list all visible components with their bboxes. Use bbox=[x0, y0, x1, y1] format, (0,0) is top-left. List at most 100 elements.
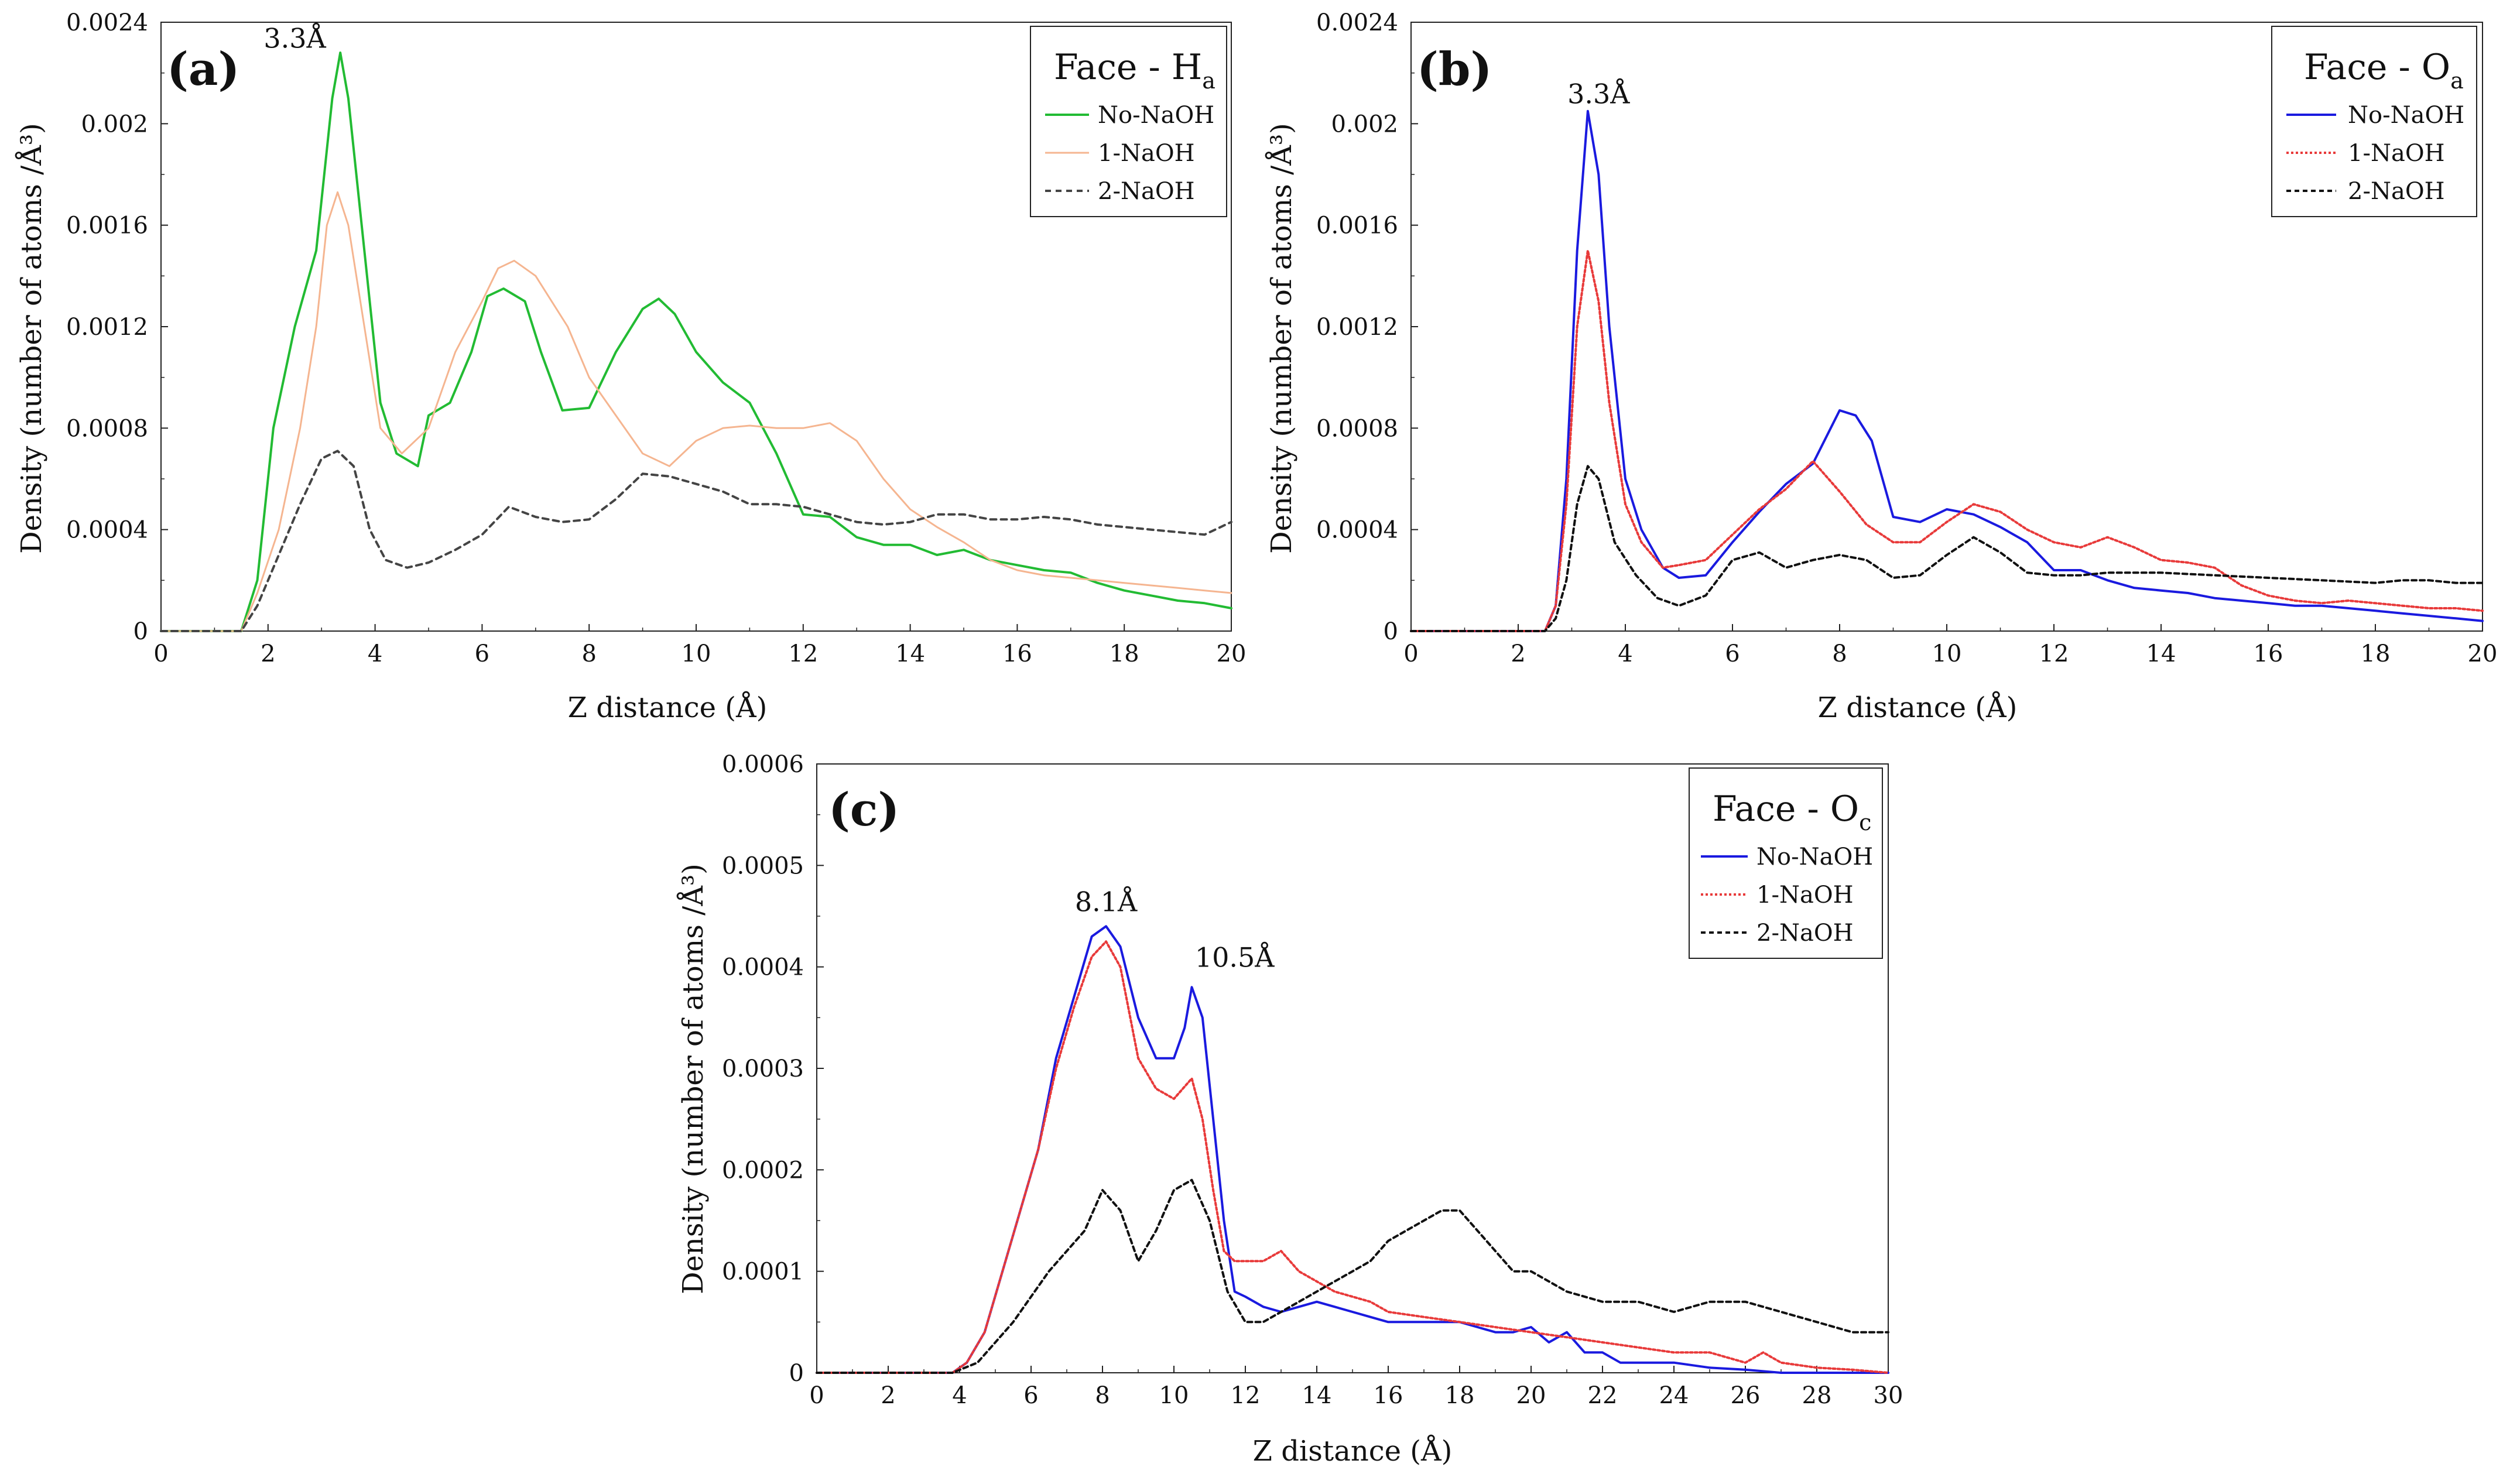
panel-c-legend-title-main: Face - O bbox=[1713, 789, 1859, 830]
x-tick-label-a-5: 10 bbox=[682, 640, 711, 667]
panel-c: 0 2 4 6 8 10 12 14 16 18 20 22 24 26 28 3000.00010.0002… bbox=[676, 751, 1903, 1468]
annotation-c-0: 8.1Å bbox=[1075, 885, 1138, 917]
y-tick-label-a-6: 0.0024 bbox=[66, 9, 148, 36]
series-line-c-1-naoh bbox=[816, 940, 1889, 1374]
panel-b-legend-label-2: 2-NaOH bbox=[2348, 178, 2445, 205]
panel-b-legend-label-1: 1-NaOH bbox=[2348, 140, 2445, 167]
panel-b-legend-title-sub: a bbox=[2450, 68, 2464, 94]
plot-area-c: 0 2 4 6 8 10 12 14 16 18 20 22 24 26 28 3000.00010.0002… bbox=[722, 751, 1903, 1409]
y-tick-label-c-5: 0.0005 bbox=[722, 852, 804, 879]
x-tick-label-a-1: 2 bbox=[261, 640, 275, 667]
x-tick-label-b-6: 12 bbox=[2039, 640, 2069, 667]
x-tick-label-c-11: 22 bbox=[1588, 1382, 1618, 1409]
x-tick-label-a-6: 12 bbox=[788, 640, 818, 667]
x-tick-label-b-5: 10 bbox=[1932, 640, 1962, 667]
annotation-a-0: 3.3Å bbox=[263, 22, 326, 54]
panel-c-xlabel: Z distance (Å) bbox=[1253, 1434, 1453, 1468]
annotation-b-0: 3.3Å bbox=[1567, 78, 1630, 110]
y-tick-label-a-1: 0.0004 bbox=[66, 517, 148, 544]
panel-b-xlabel: Z distance (Å) bbox=[1818, 691, 2018, 724]
x-tick-label-c-7: 14 bbox=[1302, 1382, 1332, 1409]
y-tick-label-c-0: 0 bbox=[789, 1360, 804, 1387]
x-tick-label-c-5: 10 bbox=[1159, 1382, 1189, 1409]
panel-b-legend-title: Face - Oa bbox=[2304, 47, 2464, 94]
panel-a-label: (a) bbox=[167, 43, 239, 96]
y-tick-label-b-0: 0 bbox=[1384, 618, 1398, 645]
x-tick-label-a-2: 4 bbox=[368, 640, 382, 667]
annotation-c-1: 10.5Å bbox=[1195, 941, 1275, 974]
x-tick-label-b-1: 2 bbox=[1511, 640, 1525, 667]
panel-c-legend-label-0: No-NaOH bbox=[1756, 844, 1873, 870]
plot-area-a: 0 2 4 6 8 10 12 14 16 18 20 0 0.0004 0.0008 0.0012 0.00… bbox=[66, 9, 1246, 667]
series-line-c-no-naoh bbox=[816, 925, 1889, 1374]
series-line-b-no-naoh bbox=[1410, 109, 2484, 632]
y-tick-label-a-2: 0.0008 bbox=[66, 415, 148, 442]
panel-a-legend-label-2: 2-NaOH bbox=[1098, 178, 1195, 205]
panel-b: 0 2 4 6 8 10 12 14 16 18 20 0 0.0004 0.0008 0.0012 0.00… bbox=[1265, 9, 2497, 724]
panel-c-legend: Face - Oc No-NaOH 1-NaOH 2-NaOH bbox=[1689, 767, 1883, 959]
x-tick-label-b-10: 20 bbox=[2468, 640, 2498, 667]
x-tick-label-b-9: 18 bbox=[2361, 640, 2391, 667]
y-tick-label-a-0: 0 bbox=[133, 618, 148, 645]
y-tick-label-c-2: 0.0002 bbox=[722, 1157, 804, 1184]
panel-a-legend-label-1: 1-NaOH bbox=[1098, 140, 1195, 167]
x-tick-label-c-3: 6 bbox=[1023, 1382, 1038, 1409]
x-tick-label-a-9: 18 bbox=[1110, 640, 1139, 667]
panel-c-label: (c) bbox=[828, 783, 899, 837]
panel-c-ylabel: Density (number of atoms /Å³) bbox=[676, 863, 710, 1294]
panel-c-legend-title-sub: c bbox=[1859, 810, 1871, 835]
series-line-a-2-naoh bbox=[160, 450, 1232, 632]
series-line-a-no-naoh bbox=[160, 52, 1232, 632]
x-tick-label-a-10: 20 bbox=[1217, 640, 1247, 667]
x-tick-label-a-8: 16 bbox=[1002, 640, 1032, 667]
panel-a-legend-title-sub: a bbox=[1202, 68, 1215, 94]
panel-a: 0 2 4 6 8 10 12 14 16 18 20 0 0.0004 0.0008 0.0012 0.00… bbox=[15, 9, 1246, 724]
x-tick-label-c-4: 8 bbox=[1095, 1382, 1110, 1409]
panel-b-ylabel: Density (number of atoms /Å³) bbox=[1265, 123, 1298, 554]
y-tick-label-a-3: 0.0012 bbox=[66, 314, 148, 341]
panel-c-legend-title: Face - Oc bbox=[1713, 789, 1871, 835]
series-line-b-2-naoh bbox=[1410, 465, 2484, 632]
x-tick-label-c-6: 12 bbox=[1231, 1382, 1261, 1409]
x-tick-label-c-14: 28 bbox=[1802, 1382, 1832, 1409]
y-tick-label-b-3: 0.0012 bbox=[1316, 314, 1398, 341]
series-line-c-2-naoh bbox=[816, 1178, 1889, 1374]
y-tick-label-a-4: 0.0016 bbox=[66, 213, 148, 239]
x-tick-label-c-1: 2 bbox=[881, 1382, 895, 1409]
y-tick-label-a-5: 0.002 bbox=[81, 111, 148, 138]
plot-area-b: 0 2 4 6 8 10 12 14 16 18 20 0 0.0004 0.0008 0.0012 0.00… bbox=[1316, 9, 2497, 667]
series-line-a-1-naoh bbox=[160, 191, 1232, 632]
x-tick-label-a-7: 14 bbox=[895, 640, 925, 667]
x-tick-label-b-7: 14 bbox=[2146, 640, 2176, 667]
x-tick-label-c-0: 0 bbox=[809, 1382, 824, 1409]
panel-c-legend-box bbox=[1689, 767, 1883, 959]
x-tick-label-b-0: 0 bbox=[1403, 640, 1418, 667]
panel-a-legend: Face - Ha No-NaOH 1-NaOH 2-NaOH bbox=[1030, 26, 1227, 217]
panel-a-legend-title-main: Face - H bbox=[1054, 47, 1202, 88]
y-tick-label-b-6: 0.0024 bbox=[1316, 9, 1398, 36]
x-tick-label-c-9: 18 bbox=[1445, 1382, 1475, 1409]
panel-c-legend-label-2: 2-NaOH bbox=[1756, 920, 1854, 947]
y-tick-label-b-4: 0.0016 bbox=[1316, 213, 1398, 239]
x-tick-label-c-2: 4 bbox=[952, 1382, 967, 1409]
y-tick-label-b-2: 0.0008 bbox=[1316, 415, 1398, 442]
panel-b-legend-box bbox=[2271, 26, 2477, 217]
y-tick-label-c-4: 0.0004 bbox=[722, 954, 804, 981]
y-tick-label-c-1: 0.0001 bbox=[722, 1259, 804, 1286]
x-tick-label-b-2: 4 bbox=[1618, 640, 1632, 667]
x-tick-label-c-15: 30 bbox=[1874, 1382, 1903, 1409]
x-tick-label-c-8: 16 bbox=[1374, 1382, 1403, 1409]
x-tick-label-b-8: 16 bbox=[2254, 640, 2283, 667]
panel-a-legend-title: Face - Ha bbox=[1054, 47, 1215, 94]
panel-a-ylabel: Density (number of atoms /Å³) bbox=[15, 123, 48, 554]
panel-b-legend-title-main: Face - O bbox=[2304, 47, 2450, 88]
x-tick-label-c-13: 26 bbox=[1731, 1382, 1761, 1409]
y-tick-label-c-3: 0.0003 bbox=[722, 1055, 804, 1082]
series-line-b-1-naoh bbox=[1410, 249, 2484, 632]
panel-a-xlabel: Z distance (Å) bbox=[568, 691, 768, 724]
x-tick-label-c-12: 24 bbox=[1659, 1382, 1689, 1409]
panel-b-legend-label-0: No-NaOH bbox=[2348, 102, 2464, 129]
